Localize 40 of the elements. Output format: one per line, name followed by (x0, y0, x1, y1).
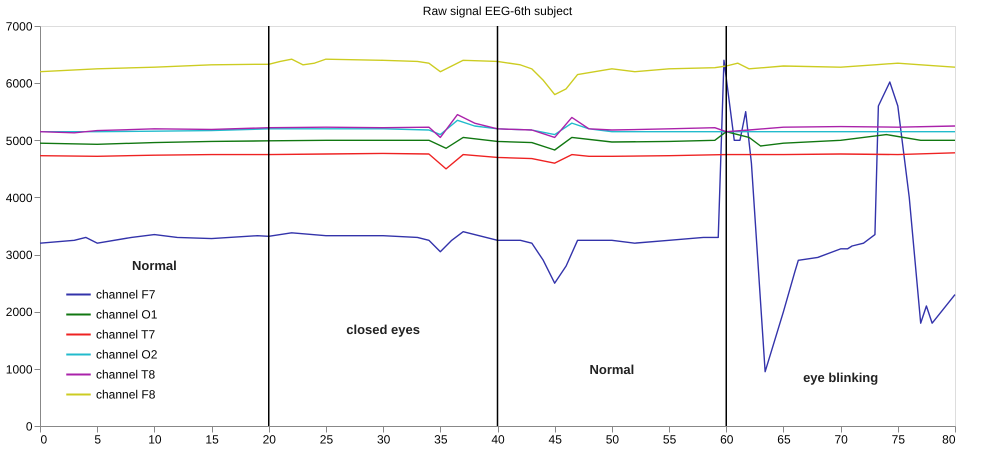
chart-title: Raw signal EEG-6th subject (422, 4, 573, 18)
x-tick-label: 30 (376, 432, 391, 446)
y-tick-label: 2000 (6, 305, 33, 320)
line-series (39, 114, 956, 138)
x-tick-label: 45 (548, 432, 562, 446)
x-tick-label: 0 (40, 432, 48, 446)
y-tick-label: 3000 (6, 248, 33, 262)
x-tick-label: 70 (834, 432, 848, 446)
y-tick-label: 4000 (6, 190, 33, 205)
y-tick-label: 7000 (6, 20, 33, 34)
x-tick-label: 40 (491, 432, 505, 446)
x-tick-label: 15 (205, 432, 220, 446)
legend-label: channel O2 (96, 348, 158, 362)
annotation: Normal (589, 362, 634, 377)
x-tick-label: 5 (94, 432, 102, 446)
x-tick-label: 75 (892, 432, 906, 446)
legend-label: channel O1 (96, 308, 158, 322)
legend-label: channel T8 (96, 368, 156, 382)
line-series (39, 152, 956, 170)
y-tick-label: 6000 (6, 76, 33, 91)
y-tick-label: 5000 (6, 134, 33, 148)
y-tick-label: 0 (26, 420, 33, 434)
annotation: Normal (132, 258, 177, 273)
x-tick-label: 65 (777, 432, 791, 446)
annotation: eye blinking (803, 370, 878, 385)
x-tick-label: 60 (720, 432, 734, 446)
line-series (39, 131, 956, 151)
x-tick-label: 50 (606, 432, 620, 446)
x-tick-label: 80 (942, 432, 956, 446)
x-tick-label: 55 (662, 432, 677, 446)
x-tick-label: 25 (320, 432, 334, 446)
y-tick-label: 1000 (6, 362, 33, 376)
annotation: closed eyes (346, 322, 420, 337)
x-tick-label: 10 (148, 432, 162, 446)
x-tick-label: 35 (434, 432, 448, 446)
x-tick-label: 20 (262, 432, 276, 446)
legend-label: channel F8 (96, 388, 156, 402)
legend-label: channel F7 (96, 288, 156, 302)
line-series (39, 58, 956, 96)
legend-label: channel T7 (96, 328, 156, 342)
